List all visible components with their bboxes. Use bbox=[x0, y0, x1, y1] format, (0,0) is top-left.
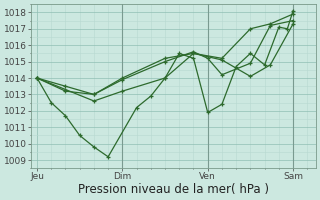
X-axis label: Pression niveau de la mer( hPa ): Pression niveau de la mer( hPa ) bbox=[78, 183, 269, 196]
